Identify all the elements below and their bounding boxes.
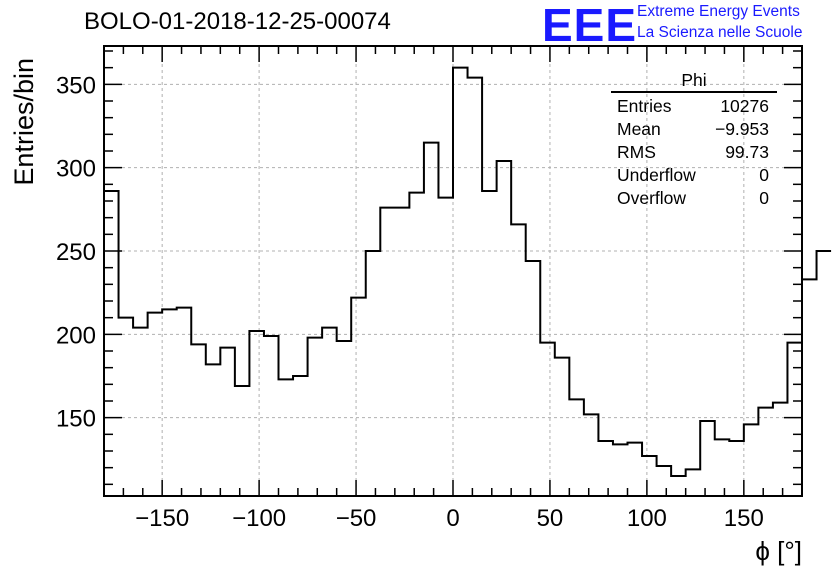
x-tick-label: 50 <box>537 505 564 532</box>
axis-ticks <box>104 46 802 496</box>
stats-value: 10276 <box>720 96 769 116</box>
stats-value: 0 <box>759 165 769 185</box>
x-tick-label: 0 <box>446 505 459 532</box>
histogram-series <box>104 66 832 477</box>
stats-box: Phi Entries 10276 Mean −9.953 RMS 99.73 … <box>611 70 777 210</box>
logo-line-1: Extreme Energy Events <box>637 3 800 20</box>
x-axis-label: ϕ [°] <box>755 536 802 566</box>
y-tick-label: 350 <box>56 72 96 99</box>
stats-label: Mean <box>617 119 661 139</box>
x-tick-label: −150 <box>135 505 189 532</box>
y-tick-label: 300 <box>56 156 96 183</box>
stats-row-overflow: Overflow 0 <box>611 187 777 210</box>
stats-label: Overflow <box>617 188 687 208</box>
eee-logo: EEE <box>542 0 638 51</box>
y-axis-label: Entries/bin <box>9 58 39 186</box>
y-tick-label: 150 <box>56 406 96 433</box>
stats-value: 99.73 <box>725 142 769 162</box>
chart-title: BOLO-01-2018-12-25-00074 <box>84 8 391 35</box>
stats-label: Entries <box>617 96 672 116</box>
logo-line-2: La Scienza nelle Scuole <box>637 24 803 41</box>
stats-label: RMS <box>617 142 656 162</box>
stats-value: −9.953 <box>714 119 769 139</box>
stats-title: Phi <box>611 70 777 93</box>
stats-row-mean: Mean −9.953 <box>611 118 777 141</box>
x-tick-label: −50 <box>336 505 377 532</box>
plot-frame <box>103 45 803 497</box>
y-tick-label: 200 <box>56 322 96 349</box>
stats-row-underflow: Underflow 0 <box>611 164 777 187</box>
stats-value: 0 <box>759 188 769 208</box>
stats-row-rms: RMS 99.73 <box>611 141 777 164</box>
stats-label: Underflow <box>617 165 696 185</box>
stats-row-entries: Entries 10276 <box>611 95 777 118</box>
x-tick-label: 100 <box>627 505 667 532</box>
x-tick-label: 150 <box>724 505 764 532</box>
y-tick-labels: 150 200 250 300 350 <box>56 72 96 432</box>
x-tick-label: −100 <box>232 505 286 532</box>
x-tick-labels: −150 −100 −50 0 50 100 150 <box>135 505 764 532</box>
y-tick-label: 250 <box>56 239 96 266</box>
